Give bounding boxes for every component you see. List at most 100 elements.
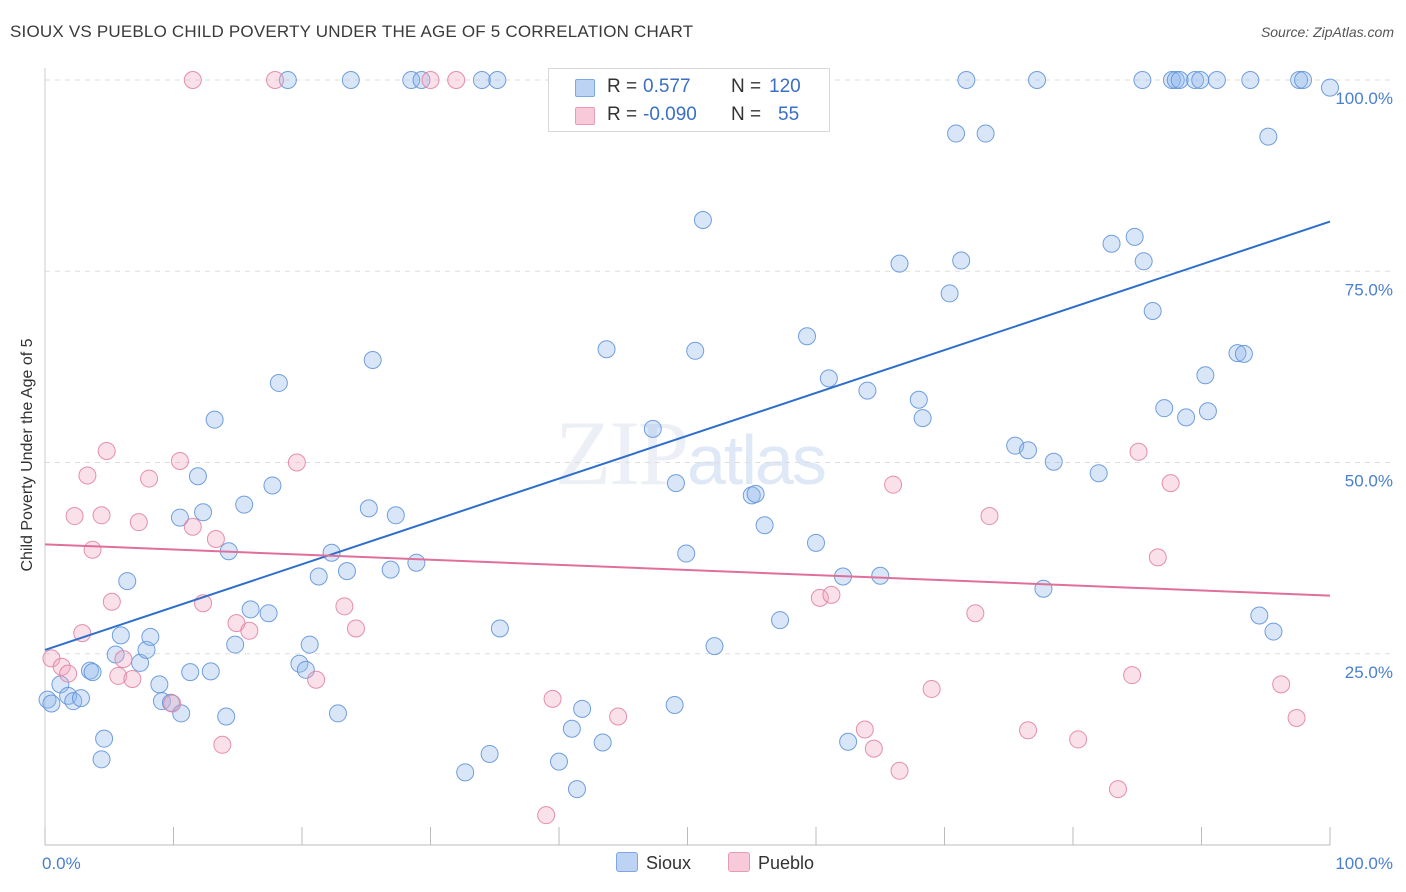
sioux-point [1241,71,1260,89]
sioux-point [241,600,260,619]
n-value: 120 [769,76,801,97]
x-tick-label: 0.0% [42,854,81,873]
sioux-swatch [575,79,595,97]
sioux-point [1019,441,1038,460]
sioux-point [1133,71,1152,89]
pueblo-point [83,540,102,559]
r-value: 0.577 [643,76,691,97]
sioux-point [205,410,224,429]
sioux-point [83,663,102,682]
sioux-point [957,71,976,89]
sioux-point [1134,252,1153,271]
sioux-point [1034,579,1053,598]
sioux-point [1170,71,1189,89]
sioux-point [381,560,400,579]
sioux-point [643,419,662,438]
sioux-point [1234,344,1253,363]
sioux-point [913,409,932,428]
pueblo-point [129,513,148,532]
sioux-point [488,71,507,89]
pueblo-point [92,506,111,525]
pueblo-point [97,442,116,461]
sioux-point [141,627,160,646]
sioux-point [1166,71,1185,89]
sioux-point [217,707,236,726]
tick-labels: 25.0% 50.0% 75.0% 100.0% 0.0% 100.0% [42,89,1393,873]
sioux-point [1125,227,1144,246]
pueblo-point [346,619,365,638]
sioux-point [1207,71,1226,89]
sioux-point [1321,78,1339,97]
pueblo-point [884,475,903,494]
pueblo-point [114,650,133,669]
sioux-point [172,704,191,723]
pueblo-point [1161,474,1180,493]
sioux-point [1089,464,1108,483]
sioux-point [1198,402,1217,421]
sioux-point [42,694,61,713]
pueblo-point [140,469,159,488]
sioux-point [1264,622,1283,641]
legend-row-sioux: R = 0.577 N = 120 [549,73,829,101]
pueblo-point [890,761,909,780]
sioux-point [1191,71,1210,89]
pueblo-point [73,624,92,643]
sioux-point [1028,71,1047,89]
sioux-point [666,474,685,493]
sioux-point [597,340,616,359]
sioux-legend-label: Sioux [646,853,692,873]
sioux-point [386,506,405,525]
sioux-point [472,71,491,89]
pueblo-point [1272,675,1291,694]
data-points [38,71,1339,825]
sioux-point [890,254,909,273]
sioux-point [1044,452,1063,471]
sioux-point [1162,71,1181,89]
sioux-point [407,553,426,572]
pueblo-point [421,71,440,89]
sioux-point [263,476,282,495]
sioux-point [807,533,825,552]
sioux-legend-swatch [616,852,638,872]
sioux-point [947,124,966,143]
pueblo-point [1287,709,1306,728]
pueblo-point [102,592,121,611]
pueblo-point [109,666,128,685]
r-label: R = [607,76,638,97]
sioux-point [278,71,297,89]
pueblo-point [1129,442,1148,461]
sioux-point [1196,366,1215,385]
r-label: R = [607,104,638,125]
pueblo-point [163,694,182,713]
axes [44,68,1331,846]
sioux-point [359,499,378,518]
sioux-point [909,390,928,409]
sioux-trend-line [44,220,1331,651]
pueblo-point [1123,666,1142,685]
sioux-point [170,508,189,527]
pueblo-point [266,71,285,89]
sioux-point [871,566,890,585]
trend-lines [44,220,1331,651]
pueblo-legend-label: Pueblo [758,853,815,873]
sioux-point [976,124,995,143]
sioux-point [201,662,220,681]
pueblo-point [123,669,142,688]
pueblo-point [966,604,985,623]
sioux-point [952,251,971,270]
pueblo-point [183,517,202,536]
sioux-point [188,467,207,486]
sioux-point [1294,71,1313,89]
sioux-point [259,604,278,623]
grid-lines [45,79,1390,655]
sioux-point [341,71,360,89]
pueblo-point [855,720,874,739]
sioux-point [819,369,838,388]
r-value: -0.090 [643,104,697,125]
pueblo-point [307,670,326,689]
y-tick-label: 50.0% [1345,472,1393,491]
pueblo-point [1069,730,1088,749]
watermark-zip: ZIP [555,402,689,504]
pueblo-point [206,530,225,548]
